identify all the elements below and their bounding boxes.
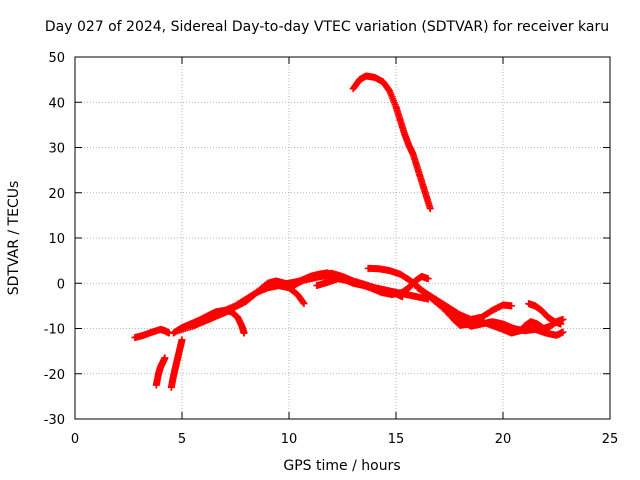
x-tick-label: 25 bbox=[602, 432, 619, 447]
y-tick-label: -30 bbox=[44, 413, 65, 428]
data-point bbox=[178, 336, 186, 344]
y-tick-label: -10 bbox=[44, 323, 65, 338]
series-arc-14 bbox=[520, 315, 567, 332]
x-tick-label: 15 bbox=[388, 432, 405, 447]
data-point bbox=[424, 275, 432, 283]
y-tick-label: -20 bbox=[44, 368, 65, 383]
y-tick-label: 0 bbox=[57, 277, 65, 292]
axis-ticks: 0 5 10 15 20 25 -30 -20 -10 0 10 20 30 40 50 bbox=[44, 51, 619, 447]
data-point bbox=[559, 315, 567, 323]
series-arc-1 bbox=[131, 325, 173, 342]
y-tick-label: 50 bbox=[48, 51, 65, 66]
x-tick-label: 0 bbox=[71, 432, 79, 447]
chart-title: Day 027 of 2024, Sidereal Day-to-day VTE… bbox=[45, 19, 609, 35]
series-arc-2 bbox=[152, 354, 169, 389]
y-tick-label: 30 bbox=[48, 142, 65, 157]
data-point bbox=[161, 354, 169, 362]
y-tick-label: 20 bbox=[48, 187, 65, 202]
data-point bbox=[240, 329, 248, 337]
grid-lines bbox=[75, 57, 610, 419]
data-point bbox=[426, 205, 434, 213]
y-axis-label: SDTVAR / TECUs bbox=[6, 181, 22, 296]
x-axis-label: GPS time / hours bbox=[283, 458, 400, 474]
series-arc-12 bbox=[426, 293, 567, 339]
data-point bbox=[559, 328, 567, 336]
data-point-fill bbox=[299, 298, 307, 306]
y-tick-label: 10 bbox=[48, 232, 65, 247]
data-point bbox=[508, 302, 516, 310]
data-points bbox=[131, 72, 567, 391]
x-tick-label: 5 bbox=[178, 432, 186, 447]
series-arc-15 bbox=[349, 72, 434, 213]
x-tick-label: 20 bbox=[495, 432, 512, 447]
data-point bbox=[300, 300, 308, 308]
y-tick-label: 40 bbox=[48, 96, 65, 111]
series-arc-11 bbox=[413, 284, 516, 323]
series-arc-3 bbox=[167, 336, 186, 391]
x-tick-label: 10 bbox=[281, 432, 298, 447]
